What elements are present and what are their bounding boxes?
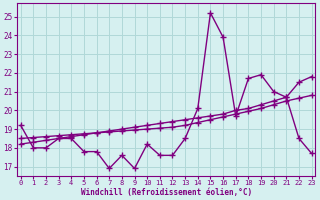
- X-axis label: Windchill (Refroidissement éolien,°C): Windchill (Refroidissement éolien,°C): [81, 188, 252, 197]
